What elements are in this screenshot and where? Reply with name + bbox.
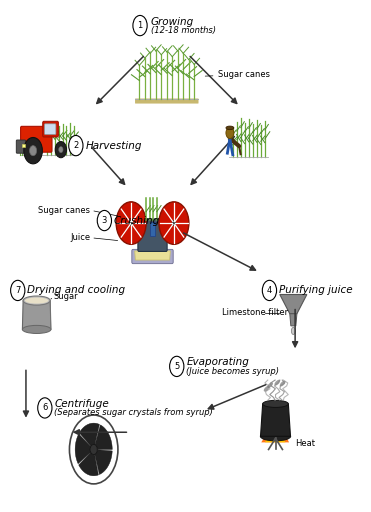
Circle shape [69, 136, 83, 156]
FancyBboxPatch shape [135, 98, 198, 103]
Text: Sugar: Sugar [54, 292, 78, 301]
Text: Evaporating: Evaporating [186, 357, 249, 367]
Text: (Juice becomes syrup): (Juice becomes syrup) [186, 367, 279, 376]
FancyBboxPatch shape [16, 140, 26, 153]
Text: (12-18 months): (12-18 months) [151, 26, 216, 35]
Circle shape [59, 146, 63, 153]
FancyBboxPatch shape [21, 126, 52, 152]
Ellipse shape [23, 296, 50, 305]
FancyBboxPatch shape [138, 219, 167, 251]
Text: (Separates sugar crystals from syrup): (Separates sugar crystals from syrup) [55, 409, 213, 417]
Ellipse shape [267, 382, 273, 388]
Circle shape [55, 141, 66, 158]
Text: 4: 4 [267, 286, 272, 295]
Text: 5: 5 [174, 362, 180, 371]
Text: Harvesting: Harvesting [85, 141, 142, 151]
Polygon shape [260, 404, 290, 436]
Polygon shape [280, 294, 307, 314]
Ellipse shape [291, 327, 295, 334]
Ellipse shape [22, 326, 51, 333]
Bar [150, 222, 155, 236]
Circle shape [30, 145, 37, 156]
Text: Drying and cooling: Drying and cooling [27, 285, 125, 295]
FancyBboxPatch shape [43, 121, 58, 137]
Polygon shape [95, 425, 112, 450]
Text: 7: 7 [15, 286, 20, 295]
Circle shape [262, 280, 276, 301]
Circle shape [97, 210, 112, 231]
Circle shape [172, 221, 176, 226]
FancyBboxPatch shape [132, 249, 173, 264]
Text: Growing: Growing [151, 16, 194, 27]
Ellipse shape [264, 386, 269, 392]
Circle shape [38, 398, 52, 418]
Polygon shape [95, 450, 112, 475]
Circle shape [226, 127, 234, 139]
Text: Juice: Juice [70, 233, 90, 242]
Polygon shape [290, 314, 297, 326]
Circle shape [133, 15, 147, 36]
Circle shape [159, 202, 189, 244]
Text: 2: 2 [73, 141, 79, 150]
Text: Crushing: Crushing [114, 216, 160, 226]
Text: 6: 6 [42, 403, 47, 413]
Text: Sugar canes: Sugar canes [38, 206, 90, 215]
Polygon shape [265, 432, 286, 442]
Text: Sugar canes: Sugar canes [205, 70, 270, 79]
Ellipse shape [226, 126, 234, 130]
Text: Limestone filter: Limestone filter [222, 308, 288, 317]
Text: Centrifuge: Centrifuge [55, 399, 109, 409]
FancyBboxPatch shape [45, 124, 56, 135]
Text: 3: 3 [102, 216, 107, 225]
Circle shape [24, 138, 42, 164]
Circle shape [116, 202, 146, 244]
Circle shape [129, 221, 133, 226]
Ellipse shape [260, 432, 290, 441]
Text: Heat: Heat [295, 439, 315, 448]
Ellipse shape [263, 400, 288, 408]
Text: Purifying juice: Purifying juice [279, 285, 353, 295]
Polygon shape [135, 251, 170, 260]
Polygon shape [79, 453, 98, 476]
Polygon shape [22, 301, 51, 329]
Circle shape [170, 356, 184, 376]
Circle shape [90, 444, 97, 455]
Polygon shape [261, 428, 289, 442]
Circle shape [11, 280, 25, 301]
Text: 1: 1 [137, 21, 143, 30]
Polygon shape [75, 434, 91, 464]
Circle shape [69, 415, 118, 484]
Ellipse shape [25, 297, 48, 304]
Ellipse shape [275, 380, 280, 386]
Ellipse shape [280, 381, 286, 387]
Bar [22, 143, 24, 146]
Polygon shape [79, 423, 99, 446]
